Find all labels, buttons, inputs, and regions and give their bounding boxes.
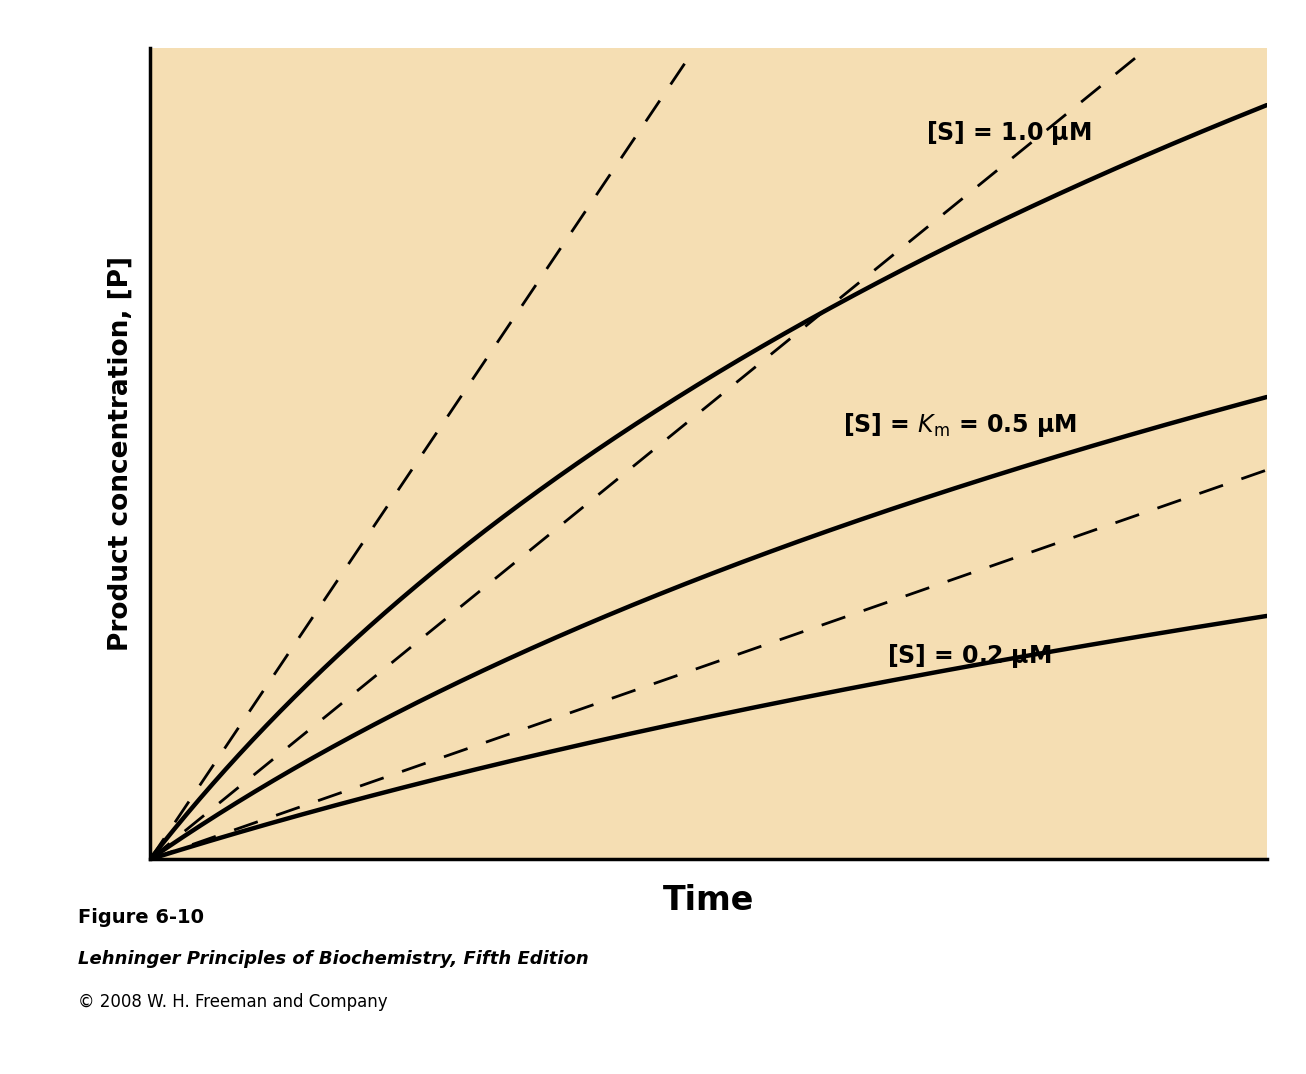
Text: Lehninger Principles of Biochemistry, Fifth Edition: Lehninger Principles of Biochemistry, Fi… — [78, 950, 589, 969]
Text: Figure 6-10: Figure 6-10 — [78, 908, 204, 927]
X-axis label: Time: Time — [663, 884, 754, 917]
Text: [S] = 0.2 $\mathbf{\mu}$M: [S] = 0.2 $\mathbf{\mu}$M — [887, 642, 1051, 670]
Text: [S] = 1.0 $\mathbf{\mu}$M: [S] = 1.0 $\mathbf{\mu}$M — [926, 119, 1092, 147]
Text: © 2008 W. H. Freeman and Company: © 2008 W. H. Freeman and Company — [78, 993, 388, 1012]
Text: [S] = $\it{K}_\mathrm{m}$ = 0.5 $\mathbf{\mu}$M: [S] = $\it{K}_\mathrm{m}$ = 0.5 $\mathbf… — [842, 411, 1076, 439]
Y-axis label: Product concentration, [P]: Product concentration, [P] — [107, 257, 133, 651]
